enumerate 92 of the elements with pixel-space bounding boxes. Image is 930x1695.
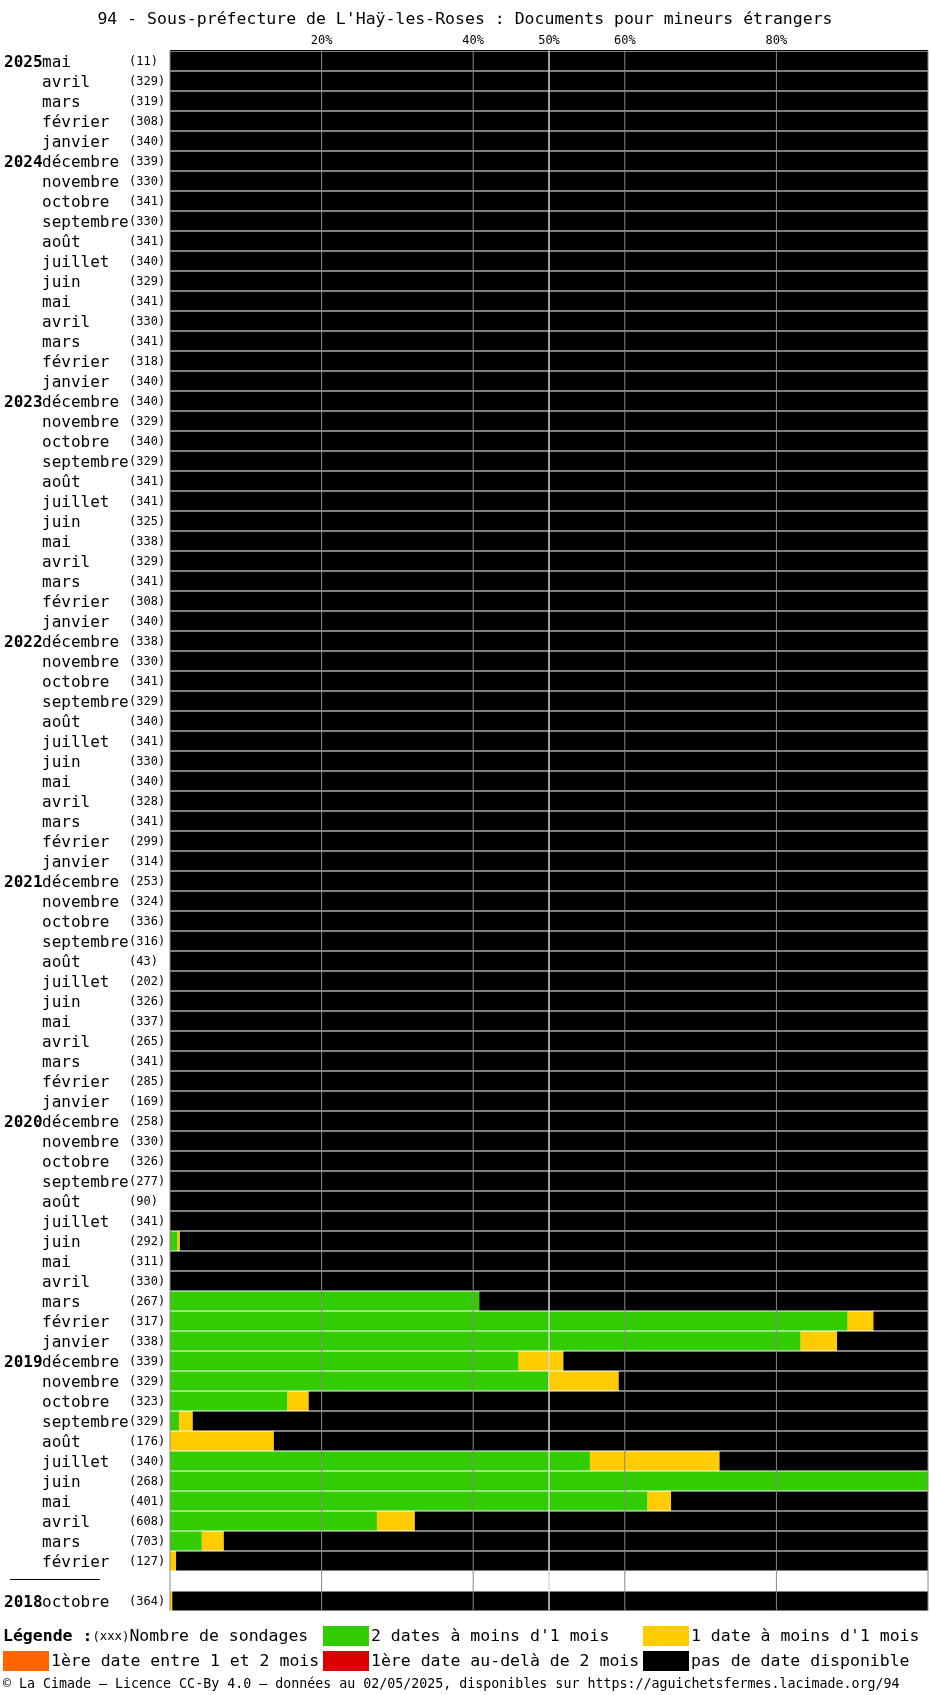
category-label: janvier (314) bbox=[42, 851, 166, 870]
category-label: avril (329) bbox=[42, 71, 166, 90]
y-tick-label: novembre (329) bbox=[42, 1371, 166, 1390]
category-label: mars (341) bbox=[42, 331, 166, 350]
legend-title: Légende : bbox=[3, 1626, 93, 1646]
text: Nombre de sondages bbox=[129, 1626, 309, 1646]
legend-label: pas de date disponible bbox=[691, 1651, 910, 1671]
y-tick-label: septembre(329) bbox=[42, 451, 166, 470]
legend-label: 1 date à moins d'1 mois bbox=[691, 1626, 920, 1646]
category-label: juillet (340) bbox=[42, 251, 166, 270]
category-label: août (90) bbox=[42, 1191, 158, 1210]
text: (xxx) bbox=[92, 1628, 130, 1645]
category-label: février (317) bbox=[42, 1311, 166, 1330]
category-label: janvier (340) bbox=[42, 131, 166, 150]
category-label: mai (341) bbox=[42, 291, 166, 310]
category-label: avril (330) bbox=[42, 1271, 166, 1290]
category-label: avril (328) bbox=[42, 791, 166, 810]
x-tick-label: 80% bbox=[765, 33, 789, 47]
category-label: mars (341) bbox=[42, 1051, 166, 1070]
category-label: mai (337) bbox=[42, 1011, 166, 1030]
category-label: janvier (340) bbox=[42, 611, 166, 630]
x-tick-label: 20% bbox=[310, 33, 334, 47]
category-label: juin (268) bbox=[42, 1471, 166, 1490]
y-tick-label: 2023décembre (340) bbox=[4, 391, 166, 410]
category-label: octobre (340) bbox=[42, 431, 166, 450]
category-label: mars (703) bbox=[42, 1531, 166, 1550]
y-tick-label: septembre(330) bbox=[42, 211, 166, 230]
category-label: juillet (341) bbox=[42, 1211, 166, 1230]
category-label: juin (329) bbox=[42, 271, 166, 290]
y-tick-label: septembre(277) bbox=[42, 1171, 166, 1190]
legend-label: 2 dates à moins d'1 mois bbox=[371, 1626, 610, 1646]
category-label: avril (330) bbox=[42, 311, 166, 330]
category-label: avril (265) bbox=[42, 1031, 166, 1050]
y-tick-label: 2019décembre (339) bbox=[4, 1351, 166, 1370]
category-label: février (318) bbox=[42, 351, 166, 370]
y-tick-label: 2022décembre (338) bbox=[4, 631, 166, 650]
chart-title: 94 - Sous-préfecture de L'Haÿ-les-Roses : Documents pour mineurs étrangers bbox=[96, 9, 834, 29]
category-label: octobre (341) bbox=[42, 191, 166, 210]
y-tick-label: septembre(329) bbox=[42, 691, 166, 710]
text: © La Cimade — Licence CC-By 4.0 — données au 02/05/2025, disponibles sur https://aguichetsfermes.lacimade.org/94 bbox=[3, 1676, 900, 1692]
y-tick-label: 2021décembre (253) bbox=[4, 871, 166, 890]
category-label: octobre (323) bbox=[42, 1391, 166, 1410]
y-tick-label: novembre (330) bbox=[42, 171, 166, 190]
category-label: février (308) bbox=[42, 591, 166, 610]
y-tick-label: novembre (330) bbox=[42, 1131, 166, 1150]
category-label: mars (341) bbox=[42, 571, 166, 590]
category-label: juin (330) bbox=[42, 751, 166, 770]
category-label: mars (267) bbox=[42, 1291, 166, 1310]
category-label: mars (341) bbox=[42, 811, 166, 830]
legend-label: 1ère date au-delà de 2 mois bbox=[371, 1651, 640, 1671]
category-label: juin (292) bbox=[42, 1231, 166, 1250]
category-label: mai (338) bbox=[42, 531, 166, 550]
y-tick-label: septembre(316) bbox=[42, 931, 166, 950]
y-tick-label: septembre(329) bbox=[42, 1411, 166, 1430]
category-label: juin (326) bbox=[42, 991, 166, 1010]
category-label: octobre (341) bbox=[42, 671, 166, 690]
category-label: août (341) bbox=[42, 471, 166, 490]
y-tick-label: novembre (324) bbox=[42, 891, 166, 910]
category-label: 2018octobre (364) bbox=[4, 1591, 166, 1610]
category-label: janvier (338) bbox=[42, 1331, 166, 1350]
category-label: août (341) bbox=[42, 231, 166, 250]
category-label: août (176) bbox=[42, 1431, 166, 1450]
category-label: juillet (341) bbox=[42, 491, 166, 510]
category-label: avril (329) bbox=[42, 551, 166, 570]
category-label: mai (311) bbox=[42, 1251, 166, 1270]
category-label: juillet (341) bbox=[42, 731, 166, 750]
category-label: février (127) bbox=[42, 1551, 166, 1570]
legend-label: 1ère date entre 1 et 2 mois bbox=[51, 1651, 320, 1671]
category-label: mai (401) bbox=[42, 1491, 166, 1510]
category-label: janvier (340) bbox=[42, 371, 166, 390]
x-tick-label: 60% bbox=[613, 33, 637, 47]
category-label: juillet (202) bbox=[42, 971, 166, 990]
category-label: février (285) bbox=[42, 1071, 166, 1090]
category-label: octobre (326) bbox=[42, 1151, 166, 1170]
category-label: octobre (336) bbox=[42, 911, 166, 930]
category-label: février (299) bbox=[42, 831, 166, 850]
category-label: février (308) bbox=[42, 111, 166, 130]
y-tick-label: novembre (329) bbox=[42, 411, 166, 430]
category-label: juillet (340) bbox=[42, 1451, 166, 1470]
category-label: août (340) bbox=[42, 711, 166, 730]
y-tick-label: 2024décembre (339) bbox=[4, 151, 166, 170]
category-label: juin (325) bbox=[42, 511, 166, 530]
category-label: avril (608) bbox=[42, 1511, 166, 1530]
category-label: janvier (169) bbox=[42, 1091, 166, 1110]
x-tick-label: 40% bbox=[462, 33, 485, 47]
category-label: mars (319) bbox=[42, 91, 166, 110]
x-tick-label: 50% bbox=[538, 33, 561, 47]
y-tick-label: novembre (330) bbox=[42, 651, 166, 670]
category-label: mai (340) bbox=[42, 771, 166, 790]
y-tick-label: 2020décembre (258) bbox=[4, 1111, 166, 1130]
category-label: 2025mai (11) bbox=[4, 51, 158, 70]
category-label: août (43) bbox=[42, 951, 158, 970]
